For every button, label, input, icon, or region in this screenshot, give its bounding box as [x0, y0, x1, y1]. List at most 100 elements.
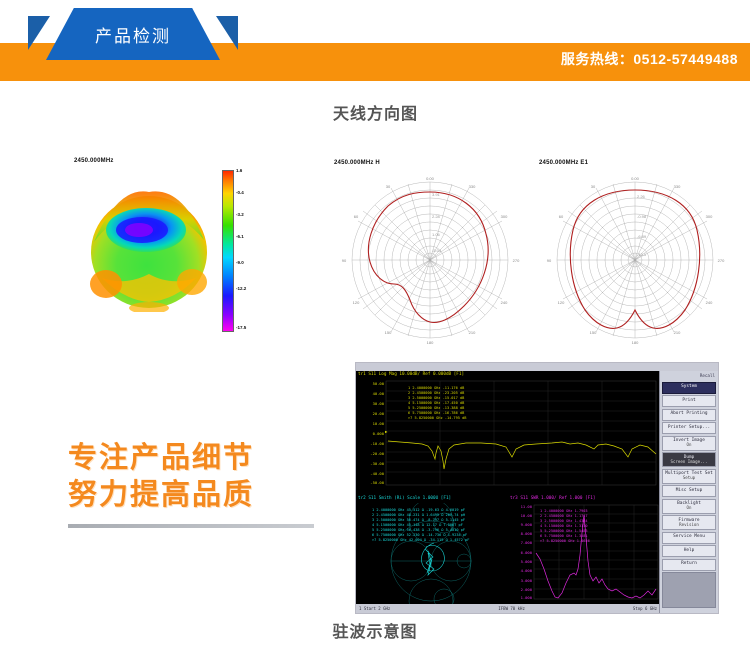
page-header: 产品检测 服务热线：0512-57449488: [0, 0, 750, 90]
svg-text:8.000: 8.000: [521, 531, 533, 536]
svg-text:90: 90: [342, 258, 347, 263]
vna-menu-sublabel: On: [686, 505, 692, 511]
svg-text:240: 240: [501, 300, 508, 305]
vna-menu-empty-area: [662, 572, 716, 609]
polar-plot-e-plane: 2450.000MHz E1 0.00 330 300 270 240 210 180…: [535, 160, 735, 350]
svg-text:-30.00: -30.00: [370, 461, 384, 466]
svg-text:-13.1: -13.1: [637, 252, 647, 257]
vna-menu-sublabel: Setup: [682, 475, 696, 481]
svg-text:330: 330: [469, 184, 476, 189]
svg-text:1 2.4000000 GHz 1.7903: 1 2.4000000 GHz 1.7903: [540, 509, 588, 513]
svg-text:▶: ▶: [385, 429, 388, 434]
polar-plot-h-plane: 2450.000MHz H 0.00 330 300 270 240 210 180 1…: [330, 160, 530, 350]
vna-menu-label: Service Menu: [673, 534, 705, 540]
vna-menu-sublabel: Screen Image...: [670, 458, 708, 464]
svg-text:2 2.4500000 GHz -23.205 dB: 2 2.4500000 GHz -23.205 dB: [408, 391, 464, 395]
vna-trace1-curve: [387, 440, 657, 469]
svg-text:6 5.7500000 GHz 1.3581: 6 5.7500000 GHz 1.3581: [540, 534, 588, 538]
vna-menu-title: Recall: [660, 371, 718, 380]
vna-window-chrome: [356, 363, 718, 371]
ribbon-banner: 产品检测: [28, 8, 238, 74]
polar-h-trace: [367, 191, 489, 324]
vna-caption-swr: 驻波示意图: [332, 624, 418, 641]
svg-text:-20.00: -20.00: [370, 451, 384, 456]
pattern3d-surface: [90, 191, 207, 312]
vna-menu-item-backlight[interactable]: Backlight On: [662, 498, 716, 514]
vna-menu-item-multiport-test-set[interactable]: Multiport Test Set Setup: [662, 468, 716, 484]
vna-menu-label: Print: [682, 397, 696, 403]
svg-text:210: 210: [469, 330, 476, 335]
colorbar-tick-6: -17.5: [236, 325, 247, 330]
vna-trace1-panel: tr1 S11 Log Mag 10.00dB/ Ref 0.000dB [F1…: [356, 371, 660, 493]
svg-text:330: 330: [674, 184, 681, 189]
colorbar-tick-5: -12.2: [236, 286, 247, 291]
vna-menu-item-misc-setup[interactable]: Misc Setup: [662, 485, 716, 498]
svg-text:-0.98: -0.98: [637, 214, 647, 219]
svg-text:1.06: 1.06: [432, 232, 441, 237]
svg-text:6 5.7500000 GHz -16.786 dB: 6 5.7500000 GHz -16.786 dB: [408, 411, 464, 415]
slogan-block: 专注产品细节 努力提高品质: [68, 440, 318, 514]
svg-text:10.00: 10.00: [521, 513, 533, 518]
vna-menu-item-invert-image[interactable]: Invert Image On: [662, 435, 716, 451]
radiation-pattern-3d: 2450.000MHz: [62, 142, 262, 342]
svg-text:4 5.1500000 GHz 1.3110: 4 5.1500000 GHz 1.3110: [540, 524, 588, 528]
svg-text:>7 5.8250000 GHz 1.4656: >7 5.8250000 GHz 1.4656: [540, 539, 590, 543]
vna-menu-sublabel: Revision: [679, 521, 699, 527]
vna-menu-item-print[interactable]: Print: [662, 395, 716, 407]
vna-menu-item-abort-printing[interactable]: Abort Printing: [662, 408, 716, 421]
svg-text:210: 210: [674, 330, 681, 335]
svg-text:5.000: 5.000: [521, 559, 533, 564]
svg-text:1.000: 1.000: [521, 595, 533, 600]
svg-text:60: 60: [559, 214, 564, 219]
vna-menu-item-dump-screen-image[interactable]: Dump Screen Image...: [662, 452, 716, 468]
svg-text:30: 30: [591, 184, 596, 189]
slogan-line-2: 努力提高品质: [68, 479, 255, 512]
svg-text:270: 270: [718, 258, 725, 263]
svg-text:6.000: 6.000: [521, 550, 533, 555]
svg-text:270: 270: [513, 258, 520, 263]
svg-text:7.000: 7.000: [521, 540, 533, 545]
vna-menu-label: Dump: [683, 454, 695, 460]
slogan-line-1: 专注产品细节: [68, 442, 255, 474]
vna-menu-item-help[interactable]: Help: [662, 545, 716, 558]
ribbon-left-flap: [28, 16, 50, 74]
vna-trace3-curve: [535, 514, 657, 598]
service-hotline: 服务热线：0512-57449488: [560, 51, 738, 67]
svg-text:60: 60: [354, 214, 359, 219]
colorbar-tick-1: -0.4: [236, 190, 244, 195]
vna-menu-label: Misc Setup: [675, 487, 703, 493]
ribbon-body: [46, 8, 220, 60]
svg-text:2 2.4500000 GHz 48.231 Ω 1.: 2 2.4500000 GHz 48.231 Ω 1.6499 Ω 209.74…: [372, 513, 465, 517]
svg-text:0.000: 0.000: [373, 431, 385, 436]
pattern3d-frequency-label: 2450.000MHz: [74, 158, 114, 164]
vna-trace2-panel: tr2 S11 Smith (Ri) Scale 1.000U [F1] 1 2…: [356, 495, 506, 607]
svg-text:300: 300: [706, 214, 713, 219]
vna-menu-label: Help: [683, 547, 695, 553]
vna-menu-item-printer-setup[interactable]: Printer Setup...: [662, 422, 716, 434]
vna-menu-item-service-menu[interactable]: Service Menu: [662, 531, 716, 544]
vna-status-stop: Stop 6 GHz: [632, 606, 657, 611]
svg-text:0.00: 0.00: [631, 176, 640, 181]
svg-text:2 2.4500000 GHz 1.1717: 2 2.4500000 GHz 1.1717: [540, 514, 588, 518]
svg-text:4.000: 4.000: [521, 568, 533, 573]
svg-text:2.26: 2.26: [637, 194, 646, 199]
svg-text:180: 180: [632, 340, 639, 345]
svg-text:40.00: 40.00: [373, 391, 385, 396]
vna-trace1-svg: 50.00 40.00 30.00 20.00 10.00 0.000 -10.00 -…: [370, 380, 657, 485]
vna-menu-label: System: [681, 384, 697, 389]
svg-text:4 5.1500000 GHz -17.450 dB: 4 5.1500000 GHz -17.450 dB: [408, 401, 464, 405]
svg-text:30.00: 30.00: [373, 401, 385, 406]
vna-menu-item-firmware-revision[interactable]: Firmware Revision: [662, 515, 716, 531]
svg-text:6 5.7500000 GHz 52.230 Ω -14: 6 5.7500000 GHz 52.230 Ω -14.736 Ω 1.923…: [372, 533, 467, 537]
polar-e-frequency-label: 2450.000MHz E1: [539, 160, 589, 166]
svg-text:-5.04: -5.04: [432, 248, 442, 253]
svg-text:3 2.5000000 GHz -15.017 dB: 3 2.5000000 GHz -15.017 dB: [408, 396, 464, 400]
vna-menu-item-system[interactable]: System: [662, 381, 716, 394]
svg-text:5 5.2500000 GHz -13.388 dB: 5 5.2500000 GHz -13.388 dB: [408, 406, 464, 410]
svg-text:1 2.4000000 GHz -11.176 dB: 1 2.4000000 GHz -11.176 dB: [408, 386, 464, 390]
svg-text:-10.00: -10.00: [370, 441, 384, 446]
vna-menu-label: Abort Printing: [670, 411, 708, 416]
pattern3d-colorbar: [222, 170, 234, 332]
vna-menu-item-return[interactable]: Return: [662, 558, 716, 571]
